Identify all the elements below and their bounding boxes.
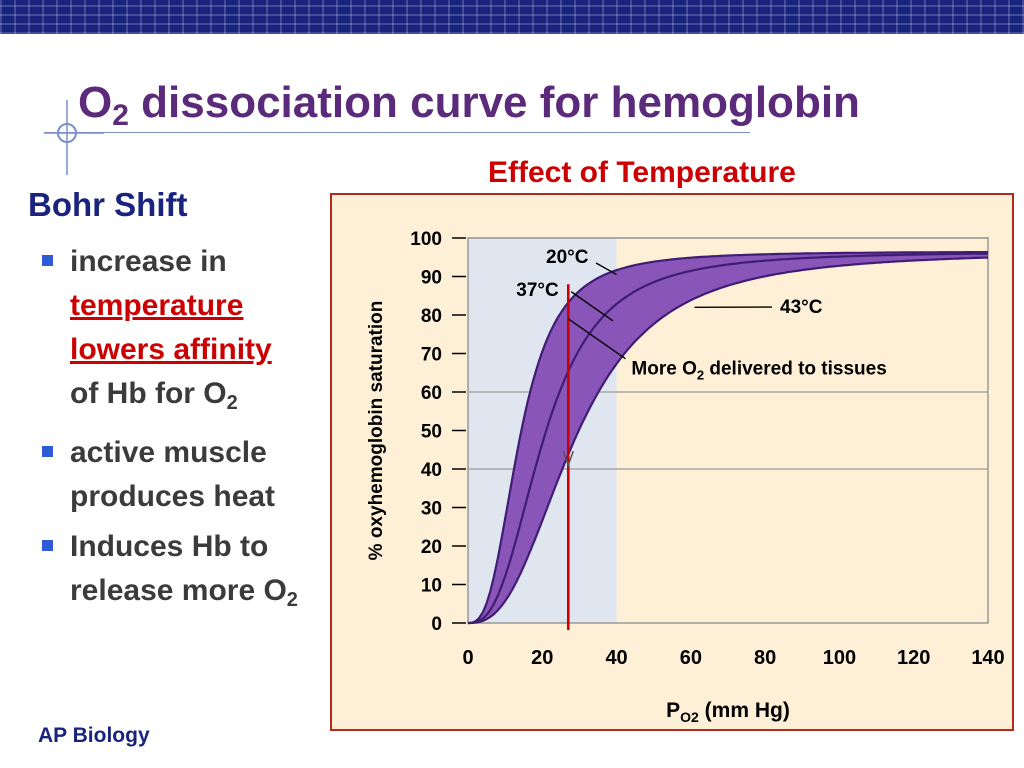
saturation-band bbox=[468, 252, 988, 623]
bullet-item-muscle: active muscle produces heat bbox=[40, 431, 330, 519]
bullet-1-post: of Hb for O bbox=[70, 377, 227, 410]
y-tick-label-30: 30 bbox=[421, 499, 442, 520]
oxygen-dissociation-chart: 0 10 20 30 40 50 60 70 80 90 100 0 20 40 60 80 100 120 14… bbox=[366, 229, 1005, 725]
annotation-delivery-rest: delivered to tissues bbox=[704, 359, 887, 380]
y-tick-label-10: 10 bbox=[421, 576, 442, 597]
annotation-43c-label: 43°C bbox=[780, 297, 823, 318]
annotation-20c-pointer bbox=[595, 262, 617, 276]
curve-lines bbox=[467, 251, 989, 625]
crosshair-ornament bbox=[44, 100, 104, 175]
bullets-heading: Bohr Shift bbox=[28, 186, 188, 223]
x-tick-label-60: 60 bbox=[680, 647, 702, 669]
y-tick-label-90: 90 bbox=[421, 268, 442, 289]
y-axis-ticks: 0 10 20 30 40 50 60 70 80 90 100 bbox=[410, 229, 466, 635]
curve-37c bbox=[467, 252, 989, 625]
y-tick-label-40: 40 bbox=[421, 460, 442, 481]
x-axis-ticks: 0 20 40 60 80 100 120 140 bbox=[462, 647, 1004, 669]
y-tick-label-100: 100 bbox=[410, 229, 442, 250]
bullet-item-release: Induces Hb to release more O2 bbox=[40, 525, 330, 622]
x-tick-label-20: 20 bbox=[531, 647, 553, 669]
bullet-1-highlight-temperature: temperature bbox=[70, 289, 244, 322]
y-tick-label-50: 50 bbox=[421, 422, 442, 443]
y-tick-label-60: 60 bbox=[421, 383, 442, 404]
title-subscript: 2 bbox=[112, 99, 129, 132]
slide-title: O2 dissociation curve for hemoglobin bbox=[78, 78, 860, 133]
footer-label: AP Biology bbox=[38, 724, 150, 747]
chart-subtitle: Effect of Temperature bbox=[488, 156, 796, 189]
bullet-list: increase in temperature lowers affinity of … bbox=[40, 240, 330, 628]
x-tick-label-80: 80 bbox=[754, 647, 776, 669]
y-axis-label: % oxyhemoglobin saturation bbox=[366, 301, 387, 561]
plot-area-border bbox=[467, 237, 989, 624]
y-tick-label-0: 0 bbox=[431, 614, 442, 635]
x-axis-label-main: P bbox=[666, 699, 680, 722]
curve-43c bbox=[467, 256, 989, 625]
x-tick-label-40: 40 bbox=[605, 647, 627, 669]
annotation-delivery-subscript: 2 bbox=[697, 368, 704, 383]
annotation-delivery-label: More O2 delivered to tissues bbox=[631, 359, 886, 383]
y-tick-label-20: 20 bbox=[421, 537, 442, 558]
annotation-37c-label: 37°C bbox=[516, 280, 559, 301]
annotation-delivery-pointer bbox=[567, 318, 626, 360]
x-tick-label-0: 0 bbox=[462, 647, 473, 669]
x-axis-label-units: (mm Hg) bbox=[699, 699, 790, 722]
bullet-3-subscript: 2 bbox=[286, 589, 298, 611]
bullet-1-subscript: 2 bbox=[226, 392, 238, 414]
bullet-2-text: active muscle produces heat bbox=[70, 436, 276, 513]
marker-arrow-icon bbox=[562, 450, 574, 468]
slide-top-bar bbox=[0, 0, 1024, 34]
x-tick-label-140: 140 bbox=[971, 647, 1004, 669]
y-tick-label-80: 80 bbox=[421, 306, 442, 327]
bullet-1-pre: increase in bbox=[70, 245, 227, 278]
title-symbol: O bbox=[78, 78, 113, 127]
title-text: dissociation curve for hemoglobin bbox=[141, 78, 860, 127]
bullet-1-highlight-affinity: lowers affinity bbox=[70, 333, 272, 366]
bullet-item-temperature: increase in temperature lowers affinity of … bbox=[40, 240, 330, 425]
x-tick-label-120: 120 bbox=[897, 647, 930, 669]
title-underline bbox=[44, 132, 750, 133]
y-tick-label-70: 70 bbox=[421, 345, 442, 366]
x-tick-label-100: 100 bbox=[823, 647, 856, 669]
x-axis-label: PO2 (mm Hg) bbox=[666, 699, 790, 725]
annotation-37c-pointer bbox=[570, 291, 614, 322]
chart-annotations: 20°C 37°C 43°C More O2 delivered to tissues bbox=[516, 247, 887, 383]
x-axis-label-subscript: O2 bbox=[680, 709, 699, 725]
bullet-3-text: Induces Hb to release more O bbox=[70, 530, 287, 607]
curve-20c bbox=[467, 251, 988, 625]
annotation-20c-label: 20°C bbox=[546, 247, 589, 268]
annotation-delivery-main: More O bbox=[631, 359, 696, 380]
